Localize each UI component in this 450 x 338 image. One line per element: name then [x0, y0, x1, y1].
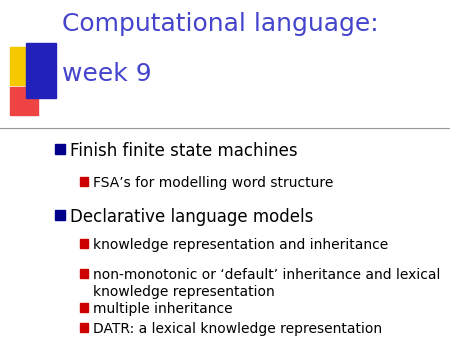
Text: DATR: a lexical knowledge representation
language: DATR: a lexical knowledge representation… — [93, 322, 382, 338]
Text: knowledge representation and inheritance: knowledge representation and inheritance — [93, 238, 388, 252]
Text: multiple inheritance: multiple inheritance — [93, 302, 233, 316]
Text: non-monotonic or ‘default’ inheritance and lexical
knowledge representation: non-monotonic or ‘default’ inheritance a… — [93, 268, 441, 299]
Text: FSA’s for modelling word structure: FSA’s for modelling word structure — [93, 176, 333, 190]
Text: week 9: week 9 — [62, 62, 152, 86]
Bar — [10, 87, 38, 115]
Bar — [80, 177, 88, 186]
Text: Finish finite state machines: Finish finite state machines — [70, 142, 297, 160]
Bar — [10, 47, 48, 85]
Bar — [80, 303, 88, 312]
Bar — [55, 144, 65, 154]
Text: Declarative language models: Declarative language models — [70, 208, 313, 226]
Bar — [80, 239, 88, 248]
Bar — [80, 269, 88, 277]
Bar — [55, 210, 65, 220]
Text: Computational language:: Computational language: — [62, 12, 378, 36]
Bar — [80, 323, 88, 332]
Bar — [26, 43, 56, 98]
